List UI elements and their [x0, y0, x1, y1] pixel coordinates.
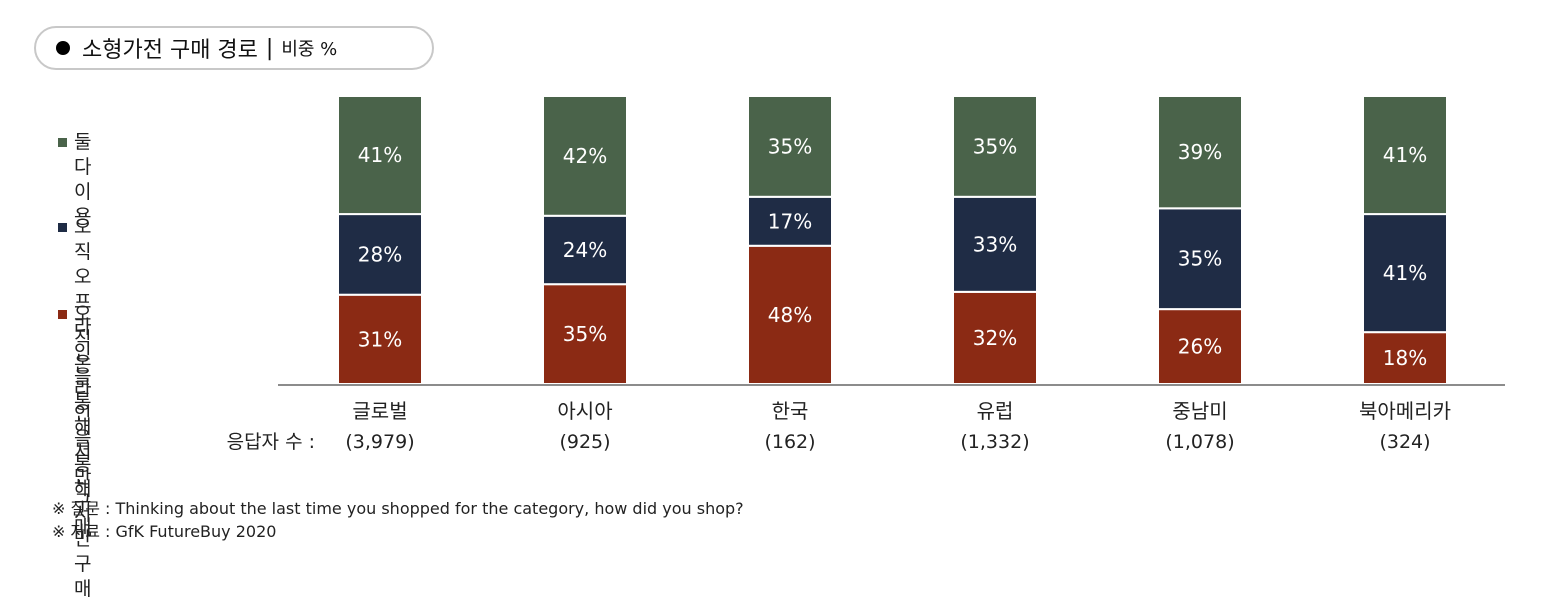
respondent-count-3: (1,332)	[960, 431, 1029, 453]
respondent-count-0: (3,979)	[345, 431, 414, 453]
bar-segment-4-1	[1157, 207, 1243, 311]
data-label-4-0: 26%	[1178, 335, 1222, 359]
respondent-count-4: (1,078)	[1165, 431, 1234, 453]
legend-swatch-online	[58, 310, 67, 319]
data-label-3-2: 35%	[973, 134, 1017, 158]
data-label-5-2: 41%	[1383, 143, 1427, 167]
legend-label-offline: 오직 오프라인을 통해서만 구매	[74, 216, 92, 538]
bar-segment-1-1	[542, 214, 628, 286]
data-label-1-0: 35%	[563, 322, 607, 346]
category-label-5: 북아메리카	[1359, 399, 1451, 423]
data-label-5-0: 18%	[1383, 346, 1427, 370]
chart-title: 소형가전 구매 경로 | 비중 %	[34, 26, 434, 70]
legend-swatch-offline	[58, 223, 67, 232]
data-label-2-2: 35%	[768, 134, 812, 158]
chart-title-unit: 비중 %	[281, 39, 338, 60]
data-label-4-2: 39%	[1178, 140, 1222, 164]
bar-segment-2-1	[747, 195, 833, 247]
bullet-dot-icon	[56, 41, 70, 55]
bar-segment-4-0	[1157, 308, 1243, 385]
data-label-0-1: 28%	[358, 242, 402, 266]
category-label-3: 유럽	[977, 399, 1014, 423]
legend-label-both: 둘다 이용	[74, 131, 92, 228]
data-label-3-0: 32%	[973, 326, 1017, 350]
respondents-label: 응답자 수 :	[227, 431, 315, 453]
category-label-0: 글로벌	[352, 399, 407, 423]
bar-segment-0-1	[337, 213, 423, 296]
category-label-2: 한국	[772, 399, 809, 423]
bar-segment-1-2	[542, 95, 628, 217]
legend-swatch-both	[58, 138, 67, 147]
bar-segment-3-2	[952, 95, 1038, 198]
data-label-2-1: 17%	[768, 209, 812, 233]
respondent-count-1: (925)	[559, 431, 610, 453]
stacked-bar-chart: 31% 28% 41% 글로벌 (3,979) 35% 24% 42% 아시아 (925) 48% 1…	[227, 95, 1505, 453]
chart-title-main: 소형가전 구매 경로	[82, 38, 258, 63]
data-label-0-2: 41%	[358, 143, 402, 167]
bar-segment-0-0	[337, 293, 423, 385]
bar-segment-4-2	[1157, 95, 1243, 210]
footnote-source: ※ 자료 : GfK FutureBuy 2020	[52, 522, 277, 541]
title-separator: |	[265, 35, 274, 61]
respondent-count-5: (324)	[1379, 431, 1430, 453]
legend-item-both: 둘다 이용	[58, 130, 91, 230]
bar-segment-5-0	[1362, 331, 1448, 386]
data-label-1-1: 24%	[563, 238, 607, 262]
category-label-1: 아시아	[557, 399, 612, 423]
data-label-0-0: 31%	[358, 327, 402, 351]
bar-segment-0-2	[337, 95, 423, 216]
data-label-5-1: 41%	[1383, 261, 1427, 285]
footnote-question: ※ 질문 : Thinking about the last time you …	[52, 499, 744, 518]
category-label-4: 중남미	[1172, 399, 1227, 423]
legend-item-offline: 오직 오프라인을 통해서만 구매	[58, 215, 91, 540]
data-label-3-1: 33%	[973, 232, 1017, 256]
data-label-4-1: 35%	[1178, 247, 1222, 271]
data-label-1-2: 42%	[563, 144, 607, 168]
bar-segment-2-2	[747, 95, 833, 198]
bar-segment-5-1	[1362, 213, 1448, 334]
bar-segment-5-2	[1362, 95, 1448, 216]
data-label-2-0: 48%	[768, 303, 812, 327]
respondent-count-2: (162)	[764, 431, 815, 453]
